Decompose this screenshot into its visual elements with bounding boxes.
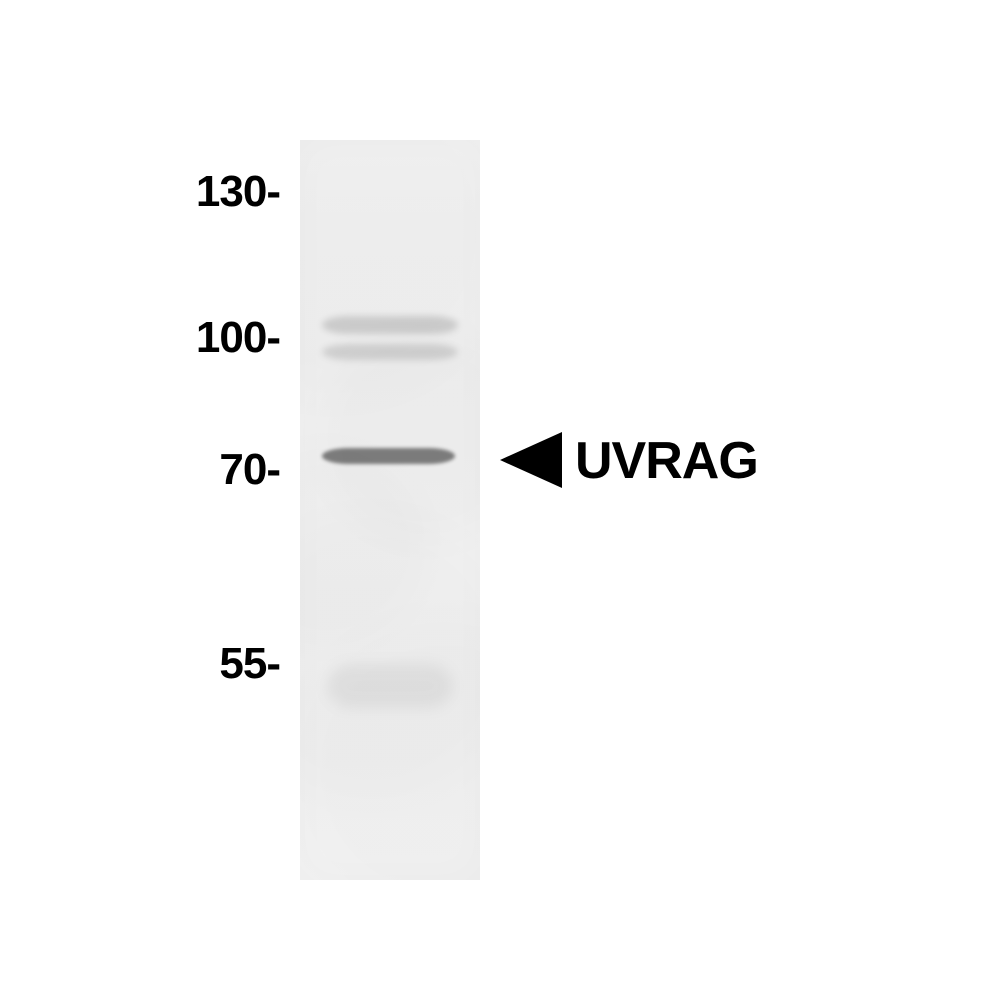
western-blot-figure: UVRAG 130- 100- 70- 55-	[0, 0, 1000, 1000]
blot-band	[322, 316, 459, 334]
target-protein-label: UVRAG	[575, 435, 758, 487]
target-arrow	[500, 432, 562, 488]
blot-band	[327, 664, 453, 708]
blot-band	[322, 448, 455, 464]
blot-lane	[300, 140, 480, 880]
lane-grain	[300, 140, 480, 880]
mw-marker-label: 130-	[130, 170, 280, 214]
mw-marker-label: 100-	[130, 316, 280, 360]
mw-marker-label: 70-	[130, 448, 280, 492]
mw-marker-label: 55-	[130, 642, 280, 686]
blot-band	[322, 344, 459, 360]
